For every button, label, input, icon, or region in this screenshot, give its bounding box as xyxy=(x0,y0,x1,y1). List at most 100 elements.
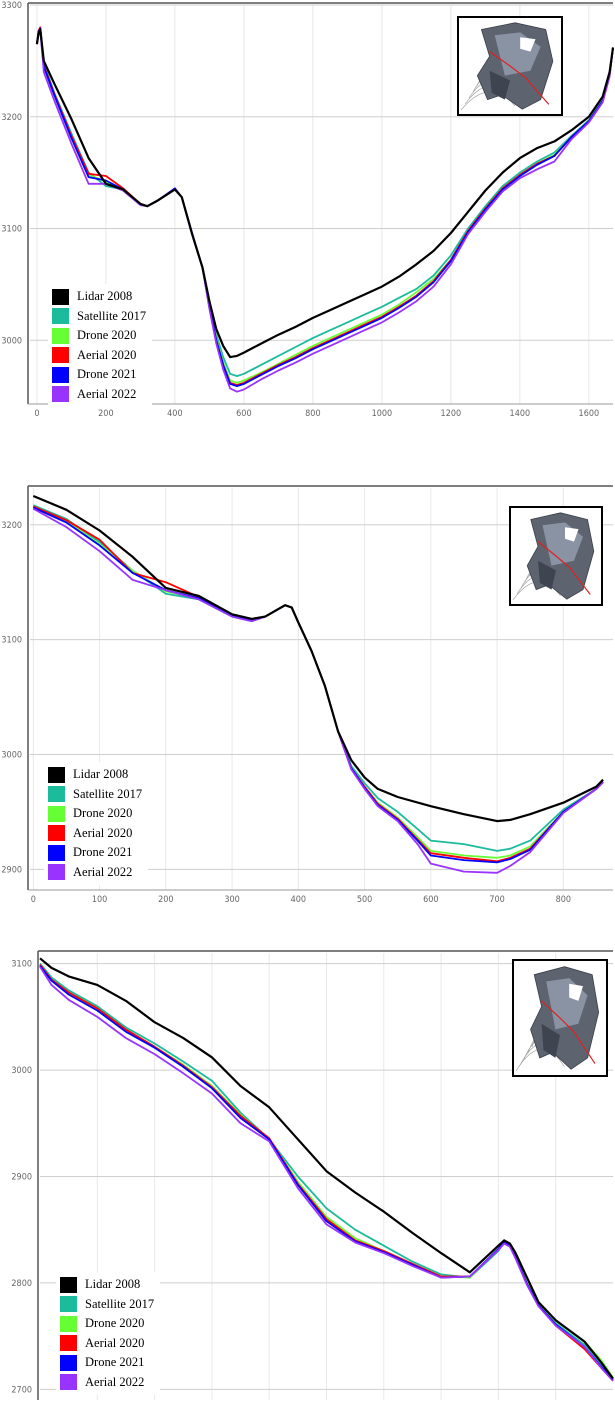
profile-chart-1: 0 200 400 600 800 1000 1200 1400 1600 3000 3100 320… xyxy=(0,0,615,430)
legend-color-square-icon xyxy=(52,327,69,344)
legend-item: Lidar 2008 xyxy=(60,1275,154,1295)
legend-label: Aerial 2022 xyxy=(73,864,133,879)
legend-label: Drone 2021 xyxy=(73,845,133,859)
legend-label: Satellite 2017 xyxy=(77,308,147,323)
x-tick-label: 400 xyxy=(167,409,182,419)
legend-label: Aerial 2020 xyxy=(85,1335,145,1350)
x-tick-label: 200 xyxy=(98,409,113,419)
x-tick-label: 1600 xyxy=(579,409,600,419)
legend-label: Lidar 2008 xyxy=(85,1277,141,1291)
legend-label: Drone 2020 xyxy=(73,806,133,820)
dem-minimap-graphic xyxy=(460,22,554,111)
legend-color-square-icon xyxy=(60,1315,77,1332)
legend-color-square-icon xyxy=(48,825,65,842)
profile-chart-3: 2700 2800 2900 3000 3100 Lidar 2008 Satellite… xyxy=(0,950,615,1402)
legend-color-square-icon xyxy=(52,288,69,305)
legend-color-square-icon xyxy=(48,864,65,881)
legend-item: Satellite 2017 xyxy=(60,1295,154,1315)
profile-chart-1-legend: Lidar 2008 Satellite 2017 Drone 2020 Aerial… xyxy=(48,284,153,407)
legend-item: Satellite 2017 xyxy=(52,307,146,327)
legend-label: Lidar 2008 xyxy=(77,289,133,303)
profile-chart-3-plot: 2700 2800 2900 3000 3100 xyxy=(11,950,614,1400)
legend-label: Drone 2021 xyxy=(77,367,137,381)
x-tick-label: 1200 xyxy=(441,409,462,419)
x-tick-label: 100 xyxy=(92,895,107,905)
x-tick-label: 1400 xyxy=(510,409,531,419)
legend-color-square-icon xyxy=(52,366,69,383)
legend-color-square-icon xyxy=(48,805,65,822)
legend-label: Aerial 2020 xyxy=(77,347,137,362)
x-tick-label: 0 xyxy=(31,895,36,905)
series-line-lidar-2008 xyxy=(35,28,615,359)
dem-minimap-graphic xyxy=(515,966,600,1072)
legend-item: Drone 2021 xyxy=(60,1353,154,1373)
profile-chart-2-plot: 0 100 200 300 400 500 600 700 800 2900 3000 3100 320… xyxy=(1,485,613,905)
legend-label: Lidar 2008 xyxy=(73,767,129,781)
legend-label: Aerial 2020 xyxy=(73,825,133,840)
series-line-drone-2021 xyxy=(36,27,614,388)
y-tick-label: 2700 xyxy=(11,1385,32,1395)
legend-item: Lidar 2008 xyxy=(52,287,146,307)
y-tick-label: 3000 xyxy=(11,1066,32,1076)
x-tick-label: 400 xyxy=(291,895,306,905)
x-tick-label: 800 xyxy=(556,895,571,905)
series-line-lidar-2008 xyxy=(32,494,604,823)
x-tick-label: 200 xyxy=(158,895,173,905)
legend-color-square-icon xyxy=(60,1335,77,1352)
legend-item: Drone 2020 xyxy=(60,1314,154,1334)
legend-color-square-icon xyxy=(52,308,69,325)
legend-item: Drone 2020 xyxy=(52,326,146,346)
y-tick-label: 3100 xyxy=(1,636,22,646)
legend-label: Aerial 2022 xyxy=(77,386,137,401)
dem-minimap-graphic xyxy=(512,512,595,601)
legend-item: Drone 2021 xyxy=(48,843,142,863)
x-tick-label: 1000 xyxy=(372,409,393,419)
profile-chart-2-legend: Lidar 2008 Satellite 2017 Drone 2020 Aerial… xyxy=(44,762,149,885)
y-tick-label: 3200 xyxy=(1,113,22,123)
legend-item: Aerial 2020 xyxy=(52,346,146,366)
legend-item: Aerial 2022 xyxy=(48,863,142,883)
profile-chart-3-legend: Lidar 2008 Satellite 2017 Drone 2020 Aerial… xyxy=(56,1272,161,1395)
legend-color-square-icon xyxy=(60,1374,77,1391)
legend-label: Satellite 2017 xyxy=(85,1296,155,1311)
x-tick-label: 600 xyxy=(236,409,251,419)
legend-item: Drone 2020 xyxy=(48,804,142,824)
legend-color-square-icon xyxy=(48,786,65,803)
legend-label: Drone 2020 xyxy=(85,1316,145,1330)
x-tick-label: 700 xyxy=(489,895,504,905)
legend-color-square-icon xyxy=(60,1296,77,1313)
y-tick-label: 3100 xyxy=(1,225,22,235)
x-tick-label: 0 xyxy=(34,409,39,419)
legend-item: Aerial 2022 xyxy=(52,385,146,405)
series-line-satellite-2017 xyxy=(36,26,614,378)
series-line-aerial-2022 xyxy=(39,966,614,1382)
legend-color-square-icon xyxy=(52,347,69,364)
legend-label: Aerial 2022 xyxy=(85,1374,145,1389)
legend-color-square-icon xyxy=(48,844,65,861)
y-tick-label: 2900 xyxy=(1,865,22,875)
legend-item: Aerial 2020 xyxy=(60,1334,154,1354)
x-tick-label: 600 xyxy=(423,895,438,905)
dem-minimap-icon xyxy=(512,959,608,1077)
x-tick-label: 300 xyxy=(224,895,239,905)
legend-color-square-icon xyxy=(60,1276,77,1293)
legend-color-square-icon xyxy=(48,766,65,783)
legend-color-square-icon xyxy=(60,1354,77,1371)
dem-minimap-icon xyxy=(509,506,603,606)
legend-label: Drone 2020 xyxy=(77,328,137,342)
legend-item: Drone 2021 xyxy=(52,365,146,385)
legend-label: Drone 2021 xyxy=(85,1355,145,1369)
x-tick-label: 500 xyxy=(357,895,372,905)
y-tick-label: 3000 xyxy=(1,750,22,760)
legend-item: Lidar 2008 xyxy=(48,765,142,785)
legend-item: Aerial 2022 xyxy=(60,1373,154,1393)
y-tick-label: 2900 xyxy=(11,1173,32,1183)
legend-item: Satellite 2017 xyxy=(48,785,142,805)
y-tick-label: 3200 xyxy=(1,521,22,531)
legend-label: Satellite 2017 xyxy=(73,786,143,801)
y-tick-label: 2800 xyxy=(11,1279,32,1289)
legend-item: Aerial 2020 xyxy=(48,824,142,844)
legend-color-square-icon xyxy=(52,386,69,403)
series-line-lidar-2008 xyxy=(39,957,614,1380)
y-tick-label: 3100 xyxy=(11,960,32,970)
